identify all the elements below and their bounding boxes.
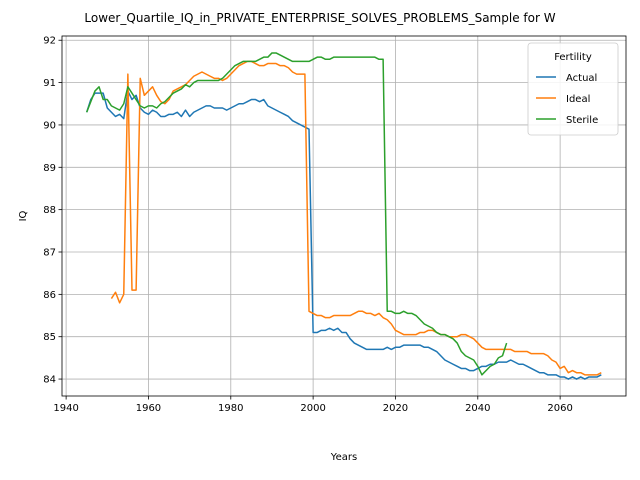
series-line-actual [85, 90, 602, 380]
legend-title: Fertility [554, 52, 592, 63]
x-tick-label: 2060 [547, 403, 572, 414]
legend-label-ideal: Ideal [566, 94, 590, 105]
x-tick-label: 1980 [218, 403, 243, 414]
y-tick-label: 86 [43, 290, 56, 301]
y-tick-label: 84 [43, 375, 56, 386]
y-tick-label: 88 [43, 205, 56, 216]
x-tick-label: 2040 [465, 403, 490, 414]
x-tick-label: 2020 [383, 403, 408, 414]
y-axis-ticks: 84 85 86 87 88 89 90 91 92 [43, 36, 62, 386]
y-tick-label: 85 [43, 332, 56, 343]
x-axis-label: Years [330, 452, 357, 463]
legend-items: Actual Ideal Sterile [536, 73, 598, 126]
y-tick-label: 91 [43, 78, 56, 89]
legend-label-actual: Actual [566, 73, 597, 84]
legend-box [527, 42, 619, 136]
y-tick-label: 89 [43, 163, 56, 174]
legend-label-sterile: Sterile [566, 115, 598, 126]
plot-frame [61, 35, 627, 397]
chart-title: Lower_Quartile_IQ_in_PRIVATE_ENTERPRISE_… [84, 11, 555, 25]
y-tick-label: 87 [43, 248, 56, 259]
y-axis-label: IQ [18, 210, 29, 221]
series-lines [85, 52, 602, 380]
x-tick-label: 2000 [300, 403, 325, 414]
legend: Fertility Actual Ideal Sterile [527, 42, 619, 136]
x-tick-label: 1940 [53, 403, 78, 414]
y-tick-label: 90 [43, 120, 56, 131]
x-axis-ticks: 1940 1960 1980 2000 2020 2040 2060 [53, 396, 573, 414]
series-line-sterile [86, 52, 508, 376]
grid [62, 36, 626, 396]
series-line-ideal [110, 60, 602, 376]
x-tick-label: 1960 [136, 403, 161, 414]
y-tick-label: 92 [43, 36, 56, 47]
